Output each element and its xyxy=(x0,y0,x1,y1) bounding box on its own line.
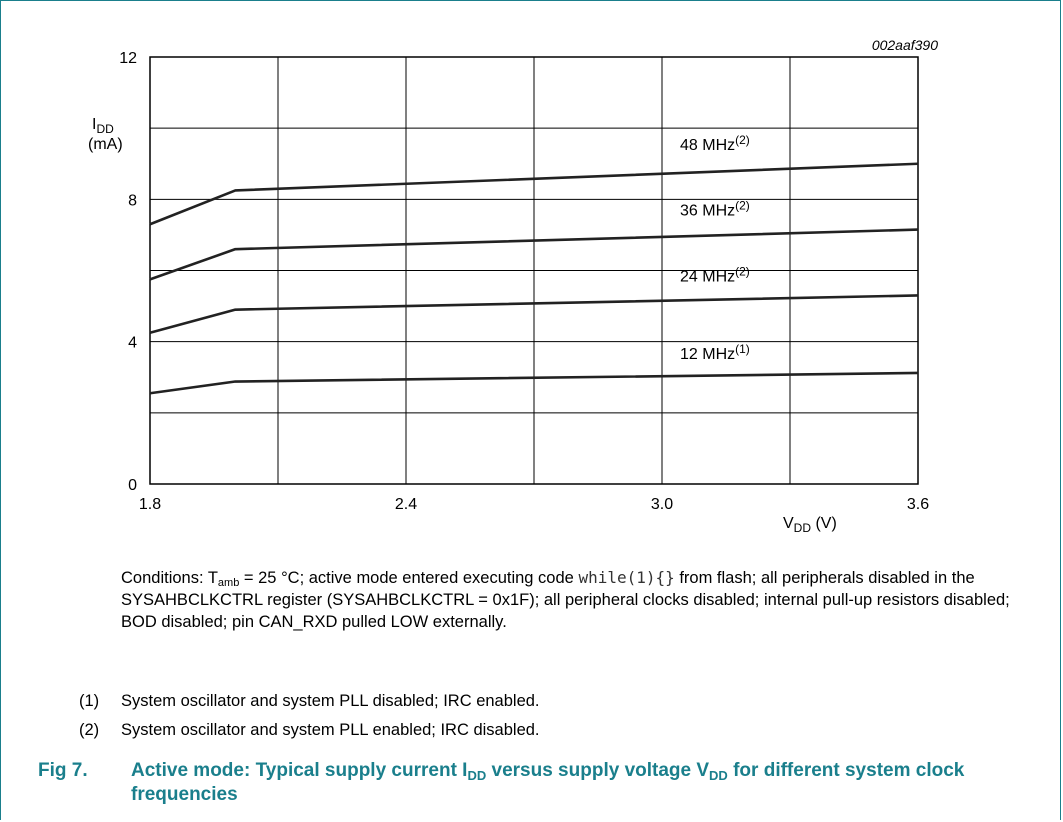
note-2: (2) System oscillator and system PLL enab… xyxy=(79,721,540,740)
y-tick-label: 4 xyxy=(128,335,137,352)
series-line xyxy=(149,162,919,226)
conditions-text: Conditions: Tamb = 25 °C; active mode en… xyxy=(121,568,1010,631)
x-tick-label: 2.4 xyxy=(395,496,417,513)
note-1: (1) System oscillator and system PLL disa… xyxy=(79,692,540,711)
figure-id: 002aaf390 xyxy=(872,37,938,53)
series-line xyxy=(149,228,919,281)
y-tick-label: 8 xyxy=(128,192,137,209)
chart: 1.8 2.4 3.0 3.6 0 4 8 12 VDD (V) IDD(mA) 002aaf390… xyxy=(88,37,938,535)
series-label: 48 MHz(2) xyxy=(680,133,750,154)
x-tick-label: 3.0 xyxy=(651,496,673,513)
y-tick-label: 12 xyxy=(119,50,137,67)
series-line xyxy=(149,294,919,335)
figure-title: Active mode: Typical supply current IDD … xyxy=(131,760,965,805)
note-text: System oscillator and system PLL enabled… xyxy=(121,721,540,739)
y-tick-label: 0 xyxy=(128,477,137,494)
x-tick-label: 3.6 xyxy=(907,496,929,513)
y-axis-unit: (mA) xyxy=(88,136,123,153)
note-text: System oscillator and system PLL disable… xyxy=(121,692,540,710)
plot-border xyxy=(149,56,919,485)
series-label: 12 MHz(1) xyxy=(680,342,750,363)
series-label: 36 MHz(2) xyxy=(680,199,750,220)
note-number: (1) xyxy=(79,692,100,710)
figure-label: Fig 7. xyxy=(38,760,88,781)
note-number: (2) xyxy=(79,721,100,739)
code-snippet: while(1){} xyxy=(578,568,675,587)
y-axis-label: IDD xyxy=(92,116,114,136)
x-axis-label: VDD (V) xyxy=(783,515,837,535)
series-line xyxy=(149,371,919,395)
series-label: 24 MHz(2) xyxy=(680,264,750,285)
x-tick-label: 1.8 xyxy=(139,496,161,513)
